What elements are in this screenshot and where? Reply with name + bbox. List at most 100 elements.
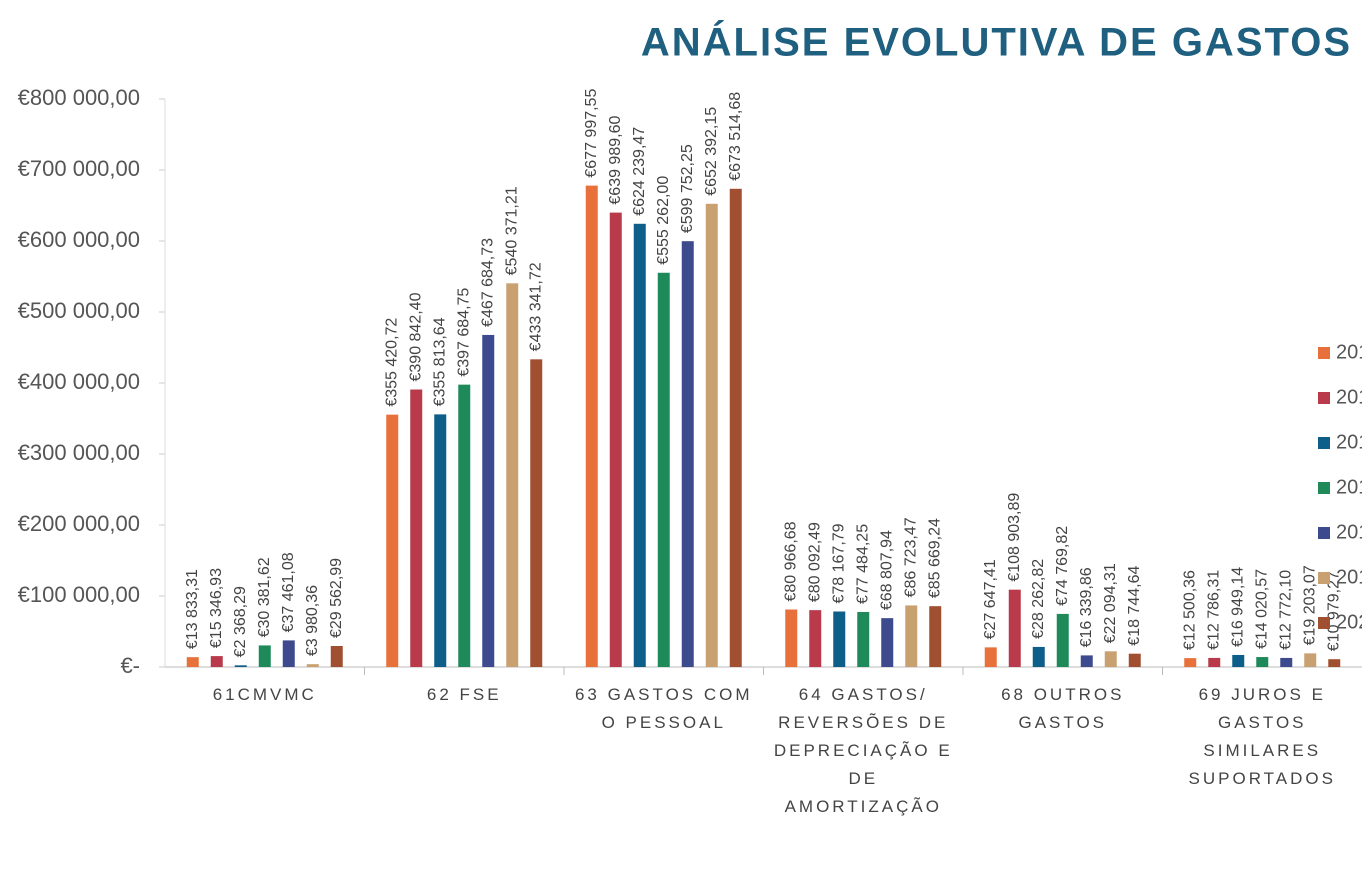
bar — [1056, 613, 1069, 667]
data-label: €540 371,21 — [503, 186, 520, 275]
data-label: €12 786,31 — [1205, 570, 1222, 650]
bar — [482, 334, 495, 667]
bar — [282, 640, 295, 667]
data-label: €28 262,82 — [1030, 559, 1047, 639]
data-label: €80 092,49 — [806, 522, 823, 602]
x-tick-label: 69 JUROS E GASTOS SIMILARES SUPORTADOS — [1188, 685, 1336, 788]
data-label: €29 562,99 — [328, 558, 345, 638]
bar — [729, 188, 742, 668]
legend-swatch — [1318, 482, 1330, 494]
data-label: €467 684,73 — [479, 238, 496, 327]
data-label: €27 647,41 — [982, 559, 999, 639]
bar — [681, 241, 694, 667]
bar — [1080, 655, 1093, 667]
data-label: €397 684,75 — [455, 288, 472, 377]
bar — [609, 212, 622, 667]
data-label: €390 842,40 — [407, 292, 424, 381]
bar — [984, 647, 997, 667]
x-tick-label: 62 FSE — [426, 685, 502, 704]
bar — [633, 223, 646, 667]
legend-swatch — [1318, 392, 1330, 404]
legend-swatch — [1318, 617, 1330, 629]
data-label: €2 368,29 — [232, 586, 249, 657]
chart-title: ANÁLISE EVOLUTIVA DE GASTOS — [641, 20, 1352, 65]
data-label: €355 420,72 — [383, 318, 400, 407]
y-tick-label: €800 000,00 — [18, 85, 140, 110]
bar — [186, 657, 199, 667]
data-label: €86 723,47 — [902, 517, 919, 597]
y-tick-label: €400 000,00 — [18, 369, 140, 394]
data-label: €673 514,68 — [727, 92, 744, 181]
bar — [1256, 657, 1269, 667]
bar — [585, 185, 598, 667]
data-label: €18 744,64 — [1126, 566, 1143, 646]
bar — [210, 656, 223, 667]
data-label: €13 833,31 — [184, 569, 201, 649]
data-label: €639 989,60 — [607, 116, 624, 205]
y-tick-label: €200 000,00 — [18, 511, 140, 536]
legend-swatch — [1318, 527, 1330, 539]
data-label: €599 752,25 — [679, 144, 696, 233]
data-label: €80 966,68 — [782, 521, 799, 601]
x-tick-label: 64 GASTOS/ REVERSÕES DE DEPRECIAÇÃO E DE… — [773, 685, 953, 816]
data-label: €15 346,93 — [208, 568, 225, 648]
data-label: €14 020,57 — [1253, 569, 1270, 649]
data-label: €74 769,82 — [1054, 526, 1071, 606]
legend-label: 2017 — [1336, 476, 1362, 498]
data-label: €12 500,36 — [1181, 570, 1198, 650]
data-label: €37 461,08 — [280, 552, 297, 632]
bar — [857, 611, 870, 667]
y-tick-label: €600 000,00 — [18, 227, 140, 252]
bar — [306, 664, 319, 667]
data-label: €677 997,55 — [583, 89, 600, 178]
bar — [881, 618, 894, 667]
bar — [434, 414, 447, 667]
bar — [458, 384, 471, 667]
bar — [657, 272, 670, 667]
bar — [258, 645, 271, 667]
data-label: €68 807,94 — [878, 530, 895, 610]
bar — [1232, 654, 1245, 667]
bar — [234, 665, 247, 667]
bar — [905, 605, 918, 667]
data-label: €19 203,07 — [1301, 565, 1318, 645]
data-label: €555 262,00 — [655, 176, 672, 265]
bar — [530, 359, 543, 667]
bar — [1008, 589, 1021, 667]
legend-label: 2015 — [1336, 386, 1362, 408]
y-tick-label: €700 000,00 — [18, 156, 140, 181]
y-tick-label: €300 000,00 — [18, 440, 140, 465]
bar — [1128, 653, 1141, 667]
data-label: €10 979,27 — [1325, 571, 1342, 651]
legend-label: 2018 — [1336, 521, 1362, 543]
x-tick-label: 63 GASTOS COM O PESSOAL — [574, 685, 753, 732]
data-label: €624 239,47 — [631, 127, 648, 216]
legend-swatch — [1318, 572, 1330, 584]
legend-swatch — [1318, 347, 1330, 359]
legend-label: 2014 — [1336, 341, 1362, 363]
y-tick-label: €100 000,00 — [18, 582, 140, 607]
data-label: €12 772,10 — [1277, 570, 1294, 650]
bar — [1104, 651, 1117, 667]
bar — [1304, 653, 1317, 667]
bar — [1280, 657, 1293, 667]
data-label: €652 392,15 — [703, 107, 720, 196]
bar — [929, 606, 942, 667]
data-label: €16 949,14 — [1229, 567, 1246, 647]
data-label: €16 339,86 — [1078, 567, 1095, 647]
legend-label: 2019 — [1336, 566, 1362, 588]
legend-label: 2016 — [1336, 431, 1362, 453]
data-label: €85 669,24 — [926, 518, 943, 598]
bar — [410, 389, 423, 667]
x-tick-label: 68 OUTROS GASTOS — [1001, 685, 1125, 732]
data-label: €108 903,89 — [1006, 493, 1023, 582]
data-label: €433 341,72 — [527, 262, 544, 351]
data-label: €22 094,31 — [1102, 563, 1119, 643]
bar — [330, 646, 343, 667]
data-label: €78 167,79 — [830, 523, 847, 603]
data-label: €30 381,62 — [256, 557, 273, 637]
bar — [785, 609, 798, 667]
